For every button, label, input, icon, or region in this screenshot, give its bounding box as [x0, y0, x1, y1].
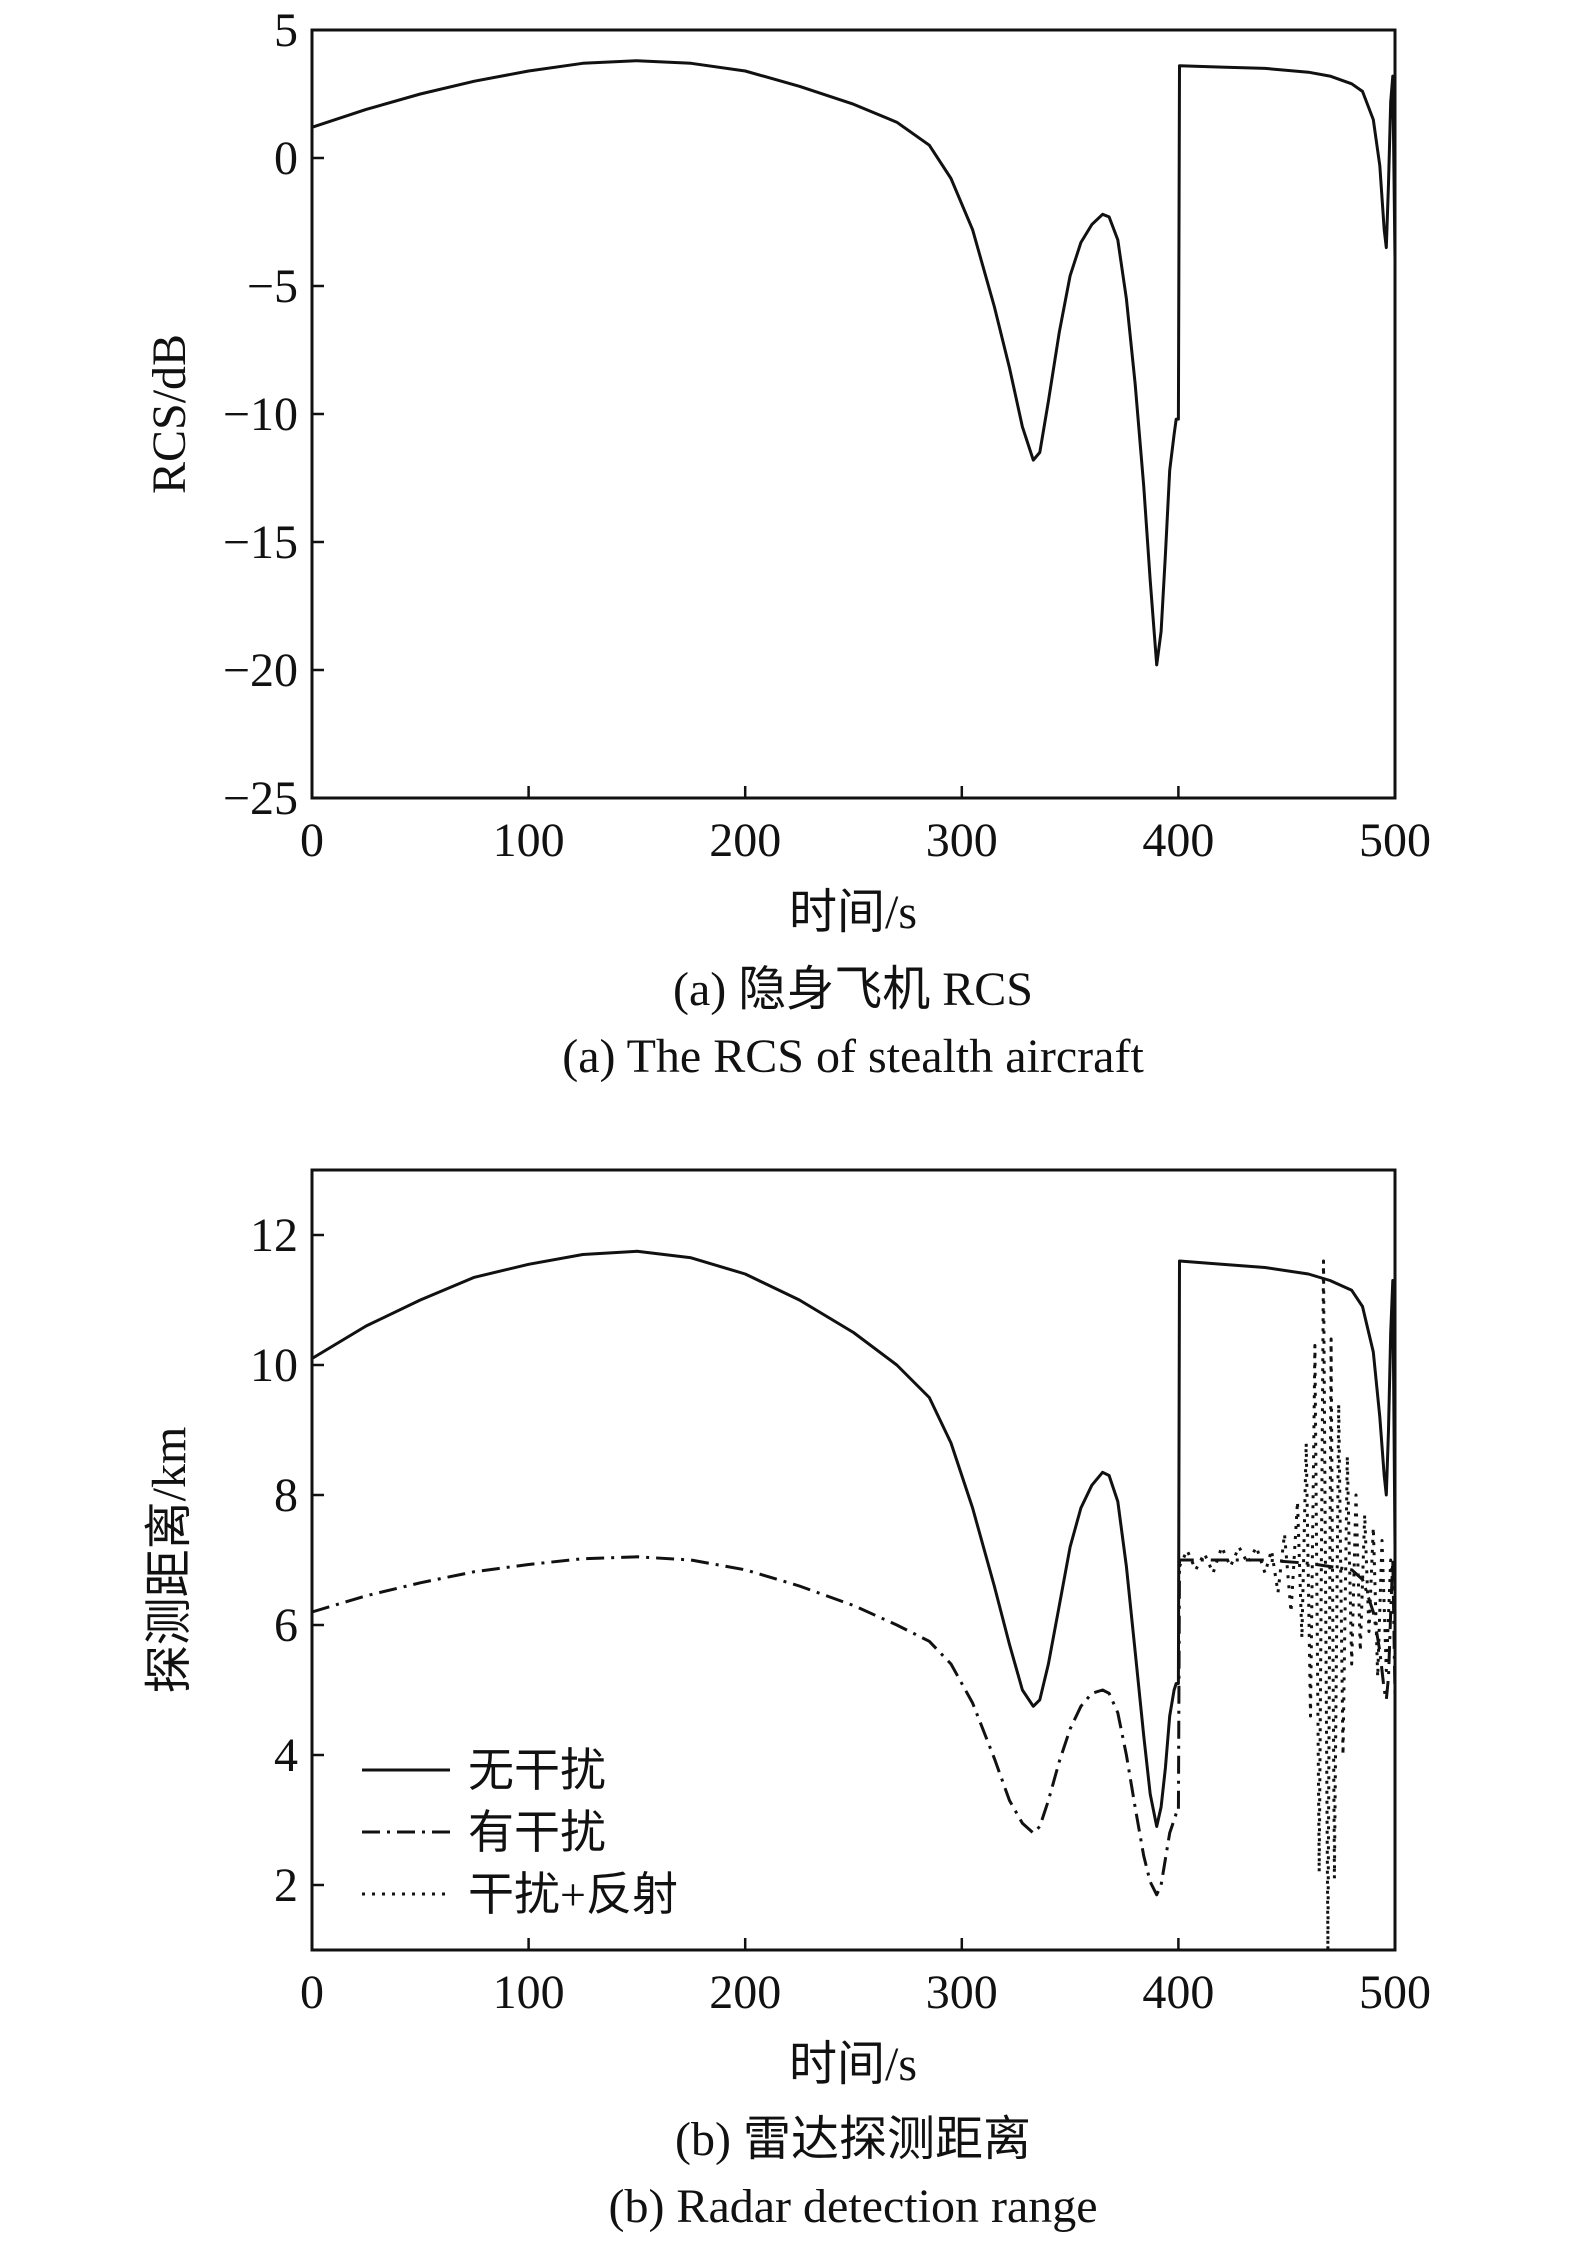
rcs-x-tick-label: 500: [1359, 814, 1431, 867]
rcs-series-line-solid: [311, 59, 1397, 667]
rcs-caption-cn: (a) 隐身飞机 RCS: [673, 963, 1033, 1016]
rcs-y-tick-label: 0: [274, 132, 298, 185]
range-y-axis-label: 探测距离/km: [143, 1427, 196, 1694]
range-x-tick-label: 300: [926, 1966, 998, 2019]
range-series-line-dotted: [1178, 1259, 1397, 1952]
rcs-chart: 0 100 200 300 400 500 5 0 −5 −10 −15 −20 −25 RCS/dB…: [143, 4, 1431, 1083]
rcs-y-tick-label: −5: [247, 260, 298, 313]
range-y-tick-label: 12: [250, 1209, 298, 1262]
range-caption-cn: (b) 雷达探测距离: [675, 2113, 1031, 2166]
rcs-caption-en: (a) The RCS of stealth aircraft: [562, 1030, 1144, 1083]
rcs-plot-frame: [310, 28, 1397, 800]
range-series-line-solid: [311, 1249, 1397, 1828]
range-x-tick-label: 500: [1359, 1966, 1431, 2019]
legend-label-no-jamming: 无干扰: [468, 1745, 606, 1796]
rcs-y-tick-label: −20: [223, 644, 298, 697]
range-plot-frame: [310, 1168, 1397, 1952]
rcs-x-tick-label: 0: [300, 814, 324, 867]
range-y-tick-label: 2: [274, 1859, 298, 1912]
range-y-tick-label: 8: [274, 1469, 298, 1522]
range-legend: 无干扰 有干扰 干扰+反射: [362, 1745, 678, 1920]
rcs-x-tick-label: 100: [493, 814, 565, 867]
range-y-tick-label: 6: [274, 1599, 298, 1652]
range-series-line-dashdot: [311, 1555, 1397, 1897]
rcs-y-tick-label: 5: [274, 4, 298, 57]
legend-label-jamming-reflection: 干扰+反射: [468, 1869, 678, 1920]
range-x-tick-label: 100: [493, 1966, 565, 2019]
rcs-x-tick-label: 300: [926, 814, 998, 867]
rcs-x-axis-label: 时间/s: [789, 886, 917, 939]
range-series-group: [311, 1249, 1397, 1952]
range-x-tick-label: 200: [709, 1966, 781, 2019]
range-y-tick-label: 4: [274, 1729, 298, 1782]
rcs-y-tick-label: −15: [223, 516, 298, 569]
rcs-x-tick-label: 200: [709, 814, 781, 867]
range-y-ticks: 12 10 8 6 4 2: [250, 1209, 324, 1912]
rcs-x-tick-label: 400: [1142, 814, 1214, 867]
rcs-y-ticks: 5 0 −5 −10 −15 −20 −25: [223, 4, 324, 825]
legend-label-jamming: 有干扰: [468, 1807, 606, 1858]
rcs-y-tick-label: −25: [223, 772, 298, 825]
detection-range-chart: 0 100 200 300 400 500 12 10 8 6 4 2 探测距离/km 时间/s (…: [143, 1168, 1431, 2233]
rcs-y-tick-label: −10: [223, 388, 298, 441]
range-y-tick-label: 10: [250, 1339, 298, 1392]
rcs-series-group: [311, 59, 1397, 667]
rcs-y-axis-label: RCS/dB: [143, 334, 196, 494]
range-x-ticks: 0 100 200 300 400 500: [300, 1938, 1431, 2019]
range-x-tick-label: 0: [300, 1966, 324, 2019]
range-caption-en: (b) Radar detection range: [608, 2180, 1097, 2233]
range-x-axis-label: 时间/s: [789, 2038, 917, 2091]
range-x-tick-label: 400: [1142, 1966, 1214, 2019]
rcs-x-ticks: 0 100 200 300 400 500: [300, 786, 1431, 867]
